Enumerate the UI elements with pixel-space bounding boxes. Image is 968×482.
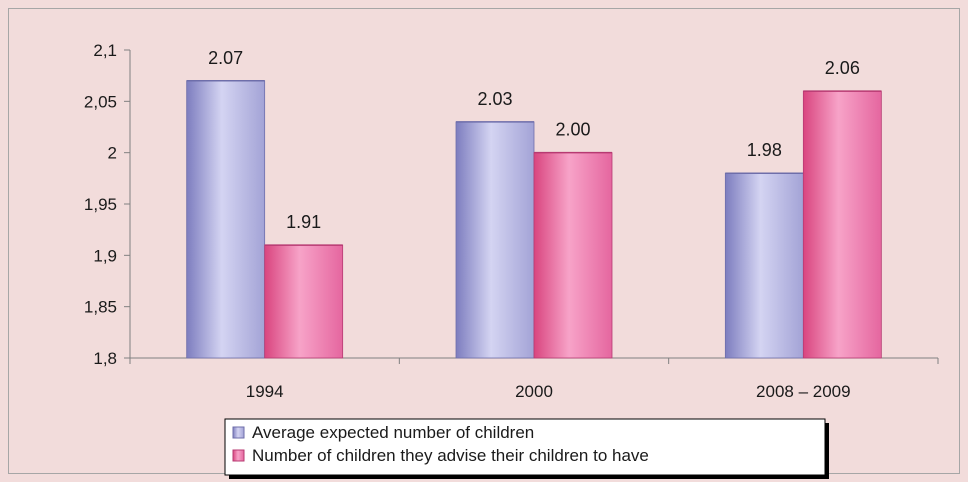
data-label: 1.98 bbox=[747, 140, 782, 160]
legend-label-2: Number of children they advise their chi… bbox=[252, 446, 649, 465]
y-tick-label: 1,9 bbox=[93, 246, 117, 265]
y-tick-label: 1,85 bbox=[84, 298, 117, 317]
bar-series-1-2 bbox=[455, 121, 535, 359]
y-tick-label: 1,8 bbox=[93, 349, 117, 368]
data-label: 2.00 bbox=[555, 120, 590, 140]
plot-area: 1,8 1,85 1,9 1,95 2 2,05 2,1 2.07 1.91 1994 2.03 2.… bbox=[84, 41, 939, 401]
bar-series-1-3 bbox=[724, 172, 804, 359]
data-label: 2.07 bbox=[208, 48, 243, 68]
data-label: 2.03 bbox=[477, 89, 512, 109]
data-label: 2.06 bbox=[825, 58, 860, 78]
legend-label-1: Average expected number of children bbox=[252, 423, 534, 442]
legend-swatch-1 bbox=[232, 426, 245, 439]
y-tick-label: 2,1 bbox=[93, 41, 117, 60]
legend-swatch-2 bbox=[232, 449, 245, 462]
bar-series-1-1 bbox=[186, 80, 266, 359]
x-tick-label: 1994 bbox=[246, 382, 284, 401]
bar-series-2-3 bbox=[802, 90, 882, 359]
y-tick-label: 2 bbox=[108, 144, 117, 163]
legend-box bbox=[224, 418, 826, 476]
y-tick-label: 2,05 bbox=[84, 92, 117, 111]
bar-series-2-1 bbox=[264, 244, 344, 359]
y-tick-label: 1,95 bbox=[84, 195, 117, 214]
x-tick-label: 2008 – 2009 bbox=[756, 382, 851, 401]
x-tick-label: 2000 bbox=[515, 382, 553, 401]
bar-series-2-2 bbox=[533, 152, 613, 359]
legend: Average expected number of children Numbe… bbox=[224, 418, 829, 479]
data-label: 1.91 bbox=[286, 212, 321, 232]
